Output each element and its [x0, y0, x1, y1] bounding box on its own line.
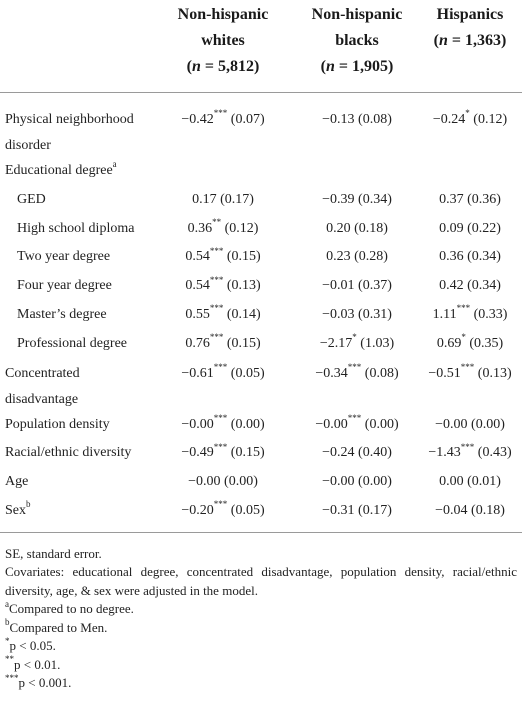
row-label: Educational degreea [5, 159, 117, 178]
table-cell: −0.04 (0.18) [435, 502, 505, 518]
table-row: GED 0.17 (0.17) −0.39 (0.34) 0.37 (0.36) [0, 186, 522, 215]
table-cell: 0.36** (0.12) [187, 216, 259, 236]
row-label: Master’s degree [17, 306, 107, 322]
note-p05: *p < 0.05. [5, 635, 56, 654]
row-label: Two year degree [17, 249, 111, 265]
table-cell: −1.43*** (0.43) [428, 441, 512, 461]
table-cell: 0.55*** (0.14) [185, 303, 261, 322]
row-label: Sexb [5, 499, 31, 518]
column-title-line1: Non-hispanic [177, 6, 269, 23]
table-cell: 1.11*** (0.33) [432, 303, 508, 322]
table-cell: 0.23 (0.28) [326, 249, 388, 265]
column-header-blacks: Non-hispanic blacks (n = 1,905) [296, 2, 418, 80]
table-row: Concentrated disadvantage −0.61*** (0.05)… [0, 359, 522, 411]
row-label: Professional degree [17, 335, 128, 351]
table-row: Racial/ethnic diversity −0.49*** (0.15) −0… [0, 439, 522, 468]
table-header: Non-hispanic whites (n = 5,812) Non-hisp… [0, 0, 522, 93]
table-cell: −0.13 (0.08) [322, 112, 392, 127]
row-label: Four year degree [17, 278, 112, 294]
column-header-hispanics: Hispanics (n = 1,363) [418, 2, 522, 54]
table-cell: −0.61*** (0.05) [181, 361, 265, 381]
table-cell: −0.00 (0.00) [435, 416, 505, 432]
table-body: Physical neighborhood disorder −0.42*** (… [0, 93, 522, 526]
table-cell: 0.54*** (0.13) [185, 274, 261, 294]
table-row: Professional degree 0.76*** (0.15) −2.17* … [0, 330, 522, 359]
column-header-whites: Non-hispanic whites (n = 5,812) [150, 2, 296, 80]
table-row: Physical neighborhood disorder −0.42*** (… [0, 105, 522, 157]
table-cell: −0.42*** (0.07) [181, 108, 265, 127]
table-cell: 0.20 (0.18) [326, 220, 388, 236]
table-cell: 0.69* (0.35) [436, 332, 504, 351]
table-row: Four year degree 0.54*** (0.13) −0.01 (0.3… [0, 272, 522, 301]
table-row: Two year degree 0.54*** (0.15) 0.23 (0.28)… [0, 243, 522, 272]
table-cell: −0.00 (0.00) [188, 474, 258, 490]
table-cell: 0.17 (0.17) [192, 191, 254, 207]
table-cell: −0.24* (0.12) [432, 108, 508, 127]
table-cell: −0.34*** (0.08) [315, 361, 399, 381]
table-row: Educational degreea [0, 157, 522, 186]
table-cell: 0.42 (0.34) [439, 278, 501, 294]
column-sample-size: (n = 1,363) [433, 32, 507, 49]
row-label: GED [17, 191, 46, 207]
table-cell: −0.49*** (0.15) [181, 441, 265, 461]
table-cell: −0.39 (0.34) [322, 191, 392, 207]
note-p001: ***p < 0.001. [5, 672, 72, 691]
row-label: Age [5, 474, 29, 490]
column-title-line2: blacks [335, 32, 379, 49]
note-p01: **p < 0.01. [5, 654, 61, 672]
note-a: aCompared to no degree. [5, 598, 134, 617]
table-row: Master’s degree 0.55*** (0.14) −0.03 (0.31… [0, 301, 522, 330]
table-cell: −0.24 (0.40) [322, 445, 392, 461]
note-se: SE, standard error. [5, 545, 102, 561]
column-title-line1: Non-hispanic [311, 6, 403, 23]
row-label: Population density [5, 416, 110, 432]
row-label: Concentrated disadvantage [5, 365, 80, 407]
table-cell: −2.17* (1.03) [319, 332, 395, 351]
table-cell: −0.00*** (0.00) [315, 412, 399, 432]
table-cell: 0.36 (0.34) [439, 249, 501, 265]
column-title-line2: whites [201, 32, 245, 49]
note-covariates: Covariates: educational degree, concentr… [5, 564, 517, 598]
column-sample-size: (n = 1,905) [320, 58, 394, 75]
column-sample-size: (n = 5,812) [186, 58, 260, 75]
table-cell: −0.00 (0.00) [322, 474, 392, 490]
table-cell: −0.01 (0.37) [322, 278, 392, 294]
row-label: Racial/ethnic diversity [5, 445, 132, 461]
column-title-line1: Hispanics [436, 6, 504, 23]
table-cell: 0.54*** (0.15) [185, 245, 261, 265]
table-cell: −0.20*** (0.05) [181, 499, 265, 518]
table-cell: 0.09 (0.22) [439, 220, 501, 236]
table-bottom-rule [0, 531, 522, 533]
table-cell: −0.00*** (0.00) [181, 412, 265, 432]
table-cell: −0.31 (0.17) [322, 502, 392, 518]
row-label: Physical neighborhood disorder [5, 112, 134, 153]
table-row: Sexb −0.20*** (0.05) −0.31 (0.17) −0.04 (0.… [0, 497, 522, 526]
table-cell: 0.37 (0.36) [439, 191, 501, 207]
table-cell: 0.00 (0.01) [439, 474, 501, 490]
row-label: High school diploma [17, 220, 135, 236]
note-b: bCompared to Men. [5, 617, 108, 635]
table-row: High school diploma 0.36** (0.12) 0.20 (0.… [0, 215, 522, 244]
table-cell: 0.76*** (0.15) [185, 332, 261, 351]
table-cell: −0.51*** (0.13) [428, 361, 512, 381]
table-row: Population density −0.00*** (0.00) −0.00**… [0, 411, 522, 440]
table-row: Age −0.00 (0.00) −0.00 (0.00) 0.00 (0.01) [0, 468, 522, 497]
table-footnotes: SE, standard error. Covariates: educatio… [0, 533, 522, 693]
table-cell: −0.03 (0.31) [322, 306, 392, 322]
regression-table: Non-hispanic whites (n = 5,812) Non-hisp… [0, 0, 522, 693]
